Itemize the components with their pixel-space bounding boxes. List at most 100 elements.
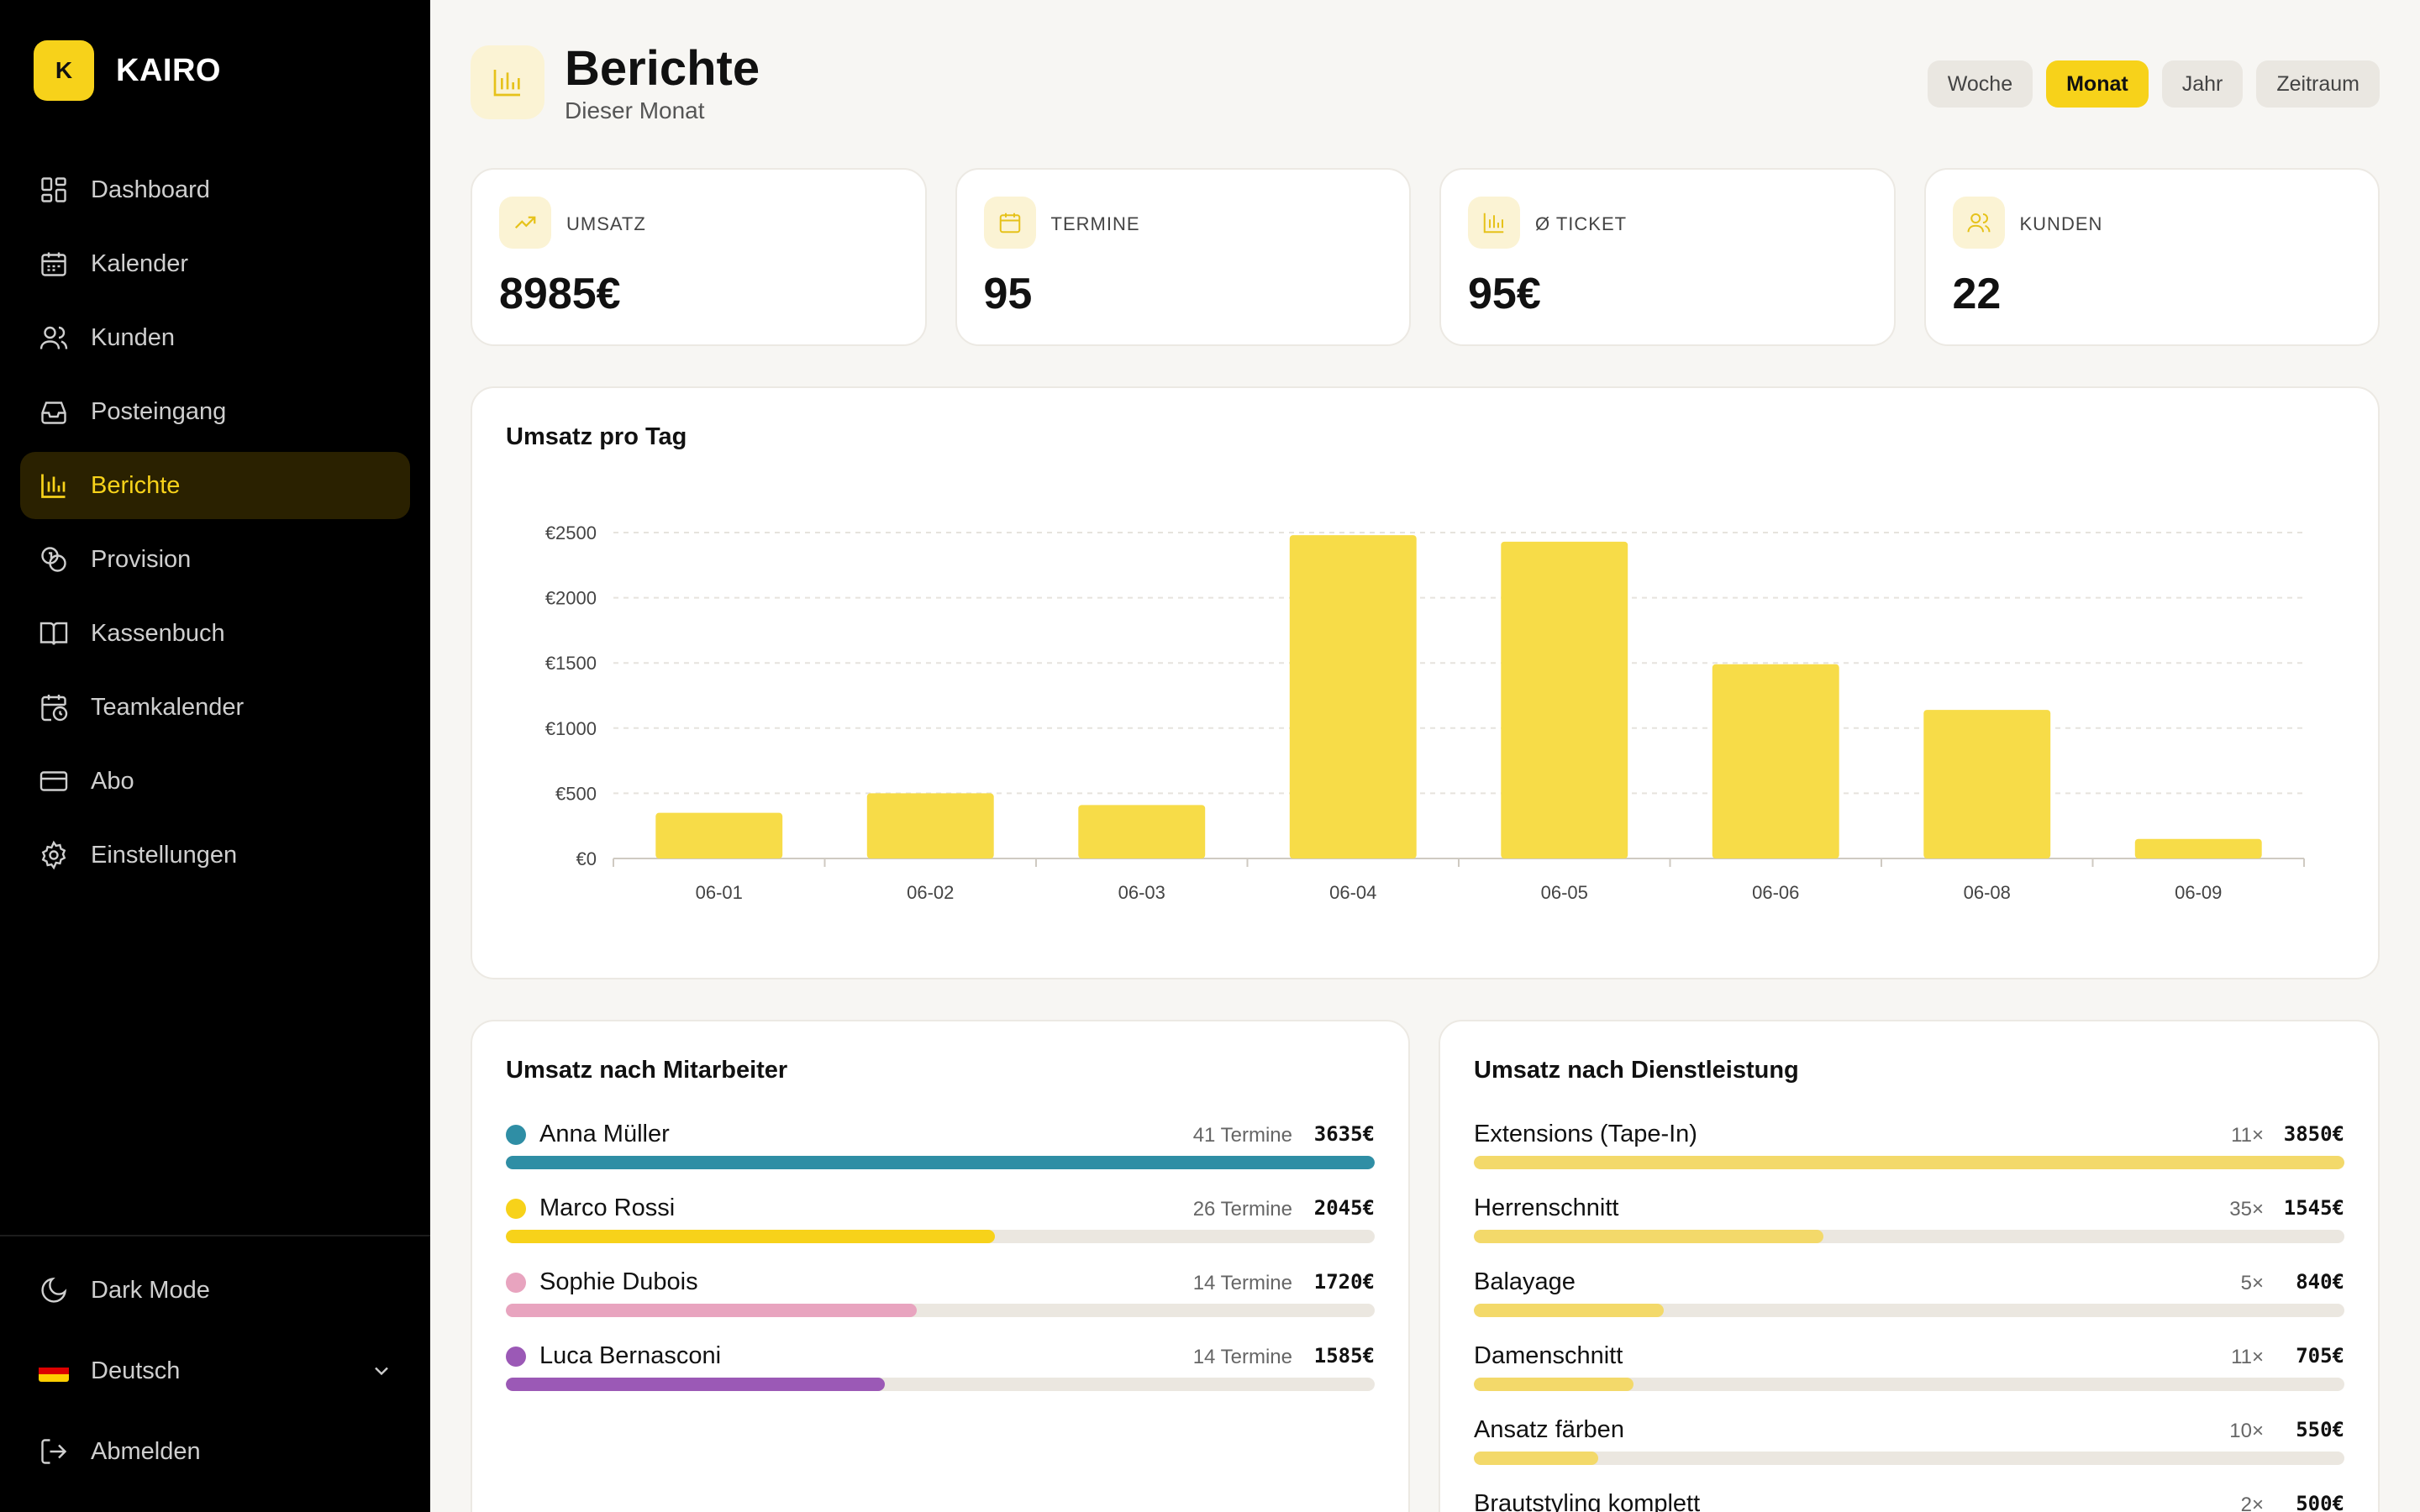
bar-chart-icon [493, 70, 520, 97]
brand-logo: K [34, 40, 94, 101]
y-tick-label: €500 [555, 783, 597, 804]
coins-icon [41, 547, 66, 572]
y-tick-label: €2000 [545, 588, 597, 609]
progress-fill [506, 1156, 1375, 1169]
y-tick-label: €0 [576, 848, 597, 869]
sidebar-item-kunden[interactable]: Kunden [20, 304, 410, 371]
stat-value: 95€ [1468, 270, 1541, 318]
language-select[interactable]: Deutsch [20, 1337, 410, 1404]
stat-label: Ø TICKET [1535, 213, 1628, 234]
service-count: 35× [2229, 1198, 2264, 1221]
progress-track [506, 1230, 1375, 1243]
service-count: 11× [2231, 1346, 2264, 1368]
employee-color-dot [506, 1124, 526, 1145]
revenue-by-employee-card: Umsatz nach Mitarbeiter Anna Müller 41 T… [471, 1020, 1410, 1512]
service-row[interactable]: Ansatz färben 10× 550€ [1474, 1413, 2344, 1487]
employee-name: Anna Müller [506, 1121, 670, 1148]
employee-row[interactable]: Marco Rossi 26 Termine 2045€ [506, 1191, 1375, 1265]
moon-icon [41, 1277, 67, 1303]
x-tick-label: 06-06 [1752, 882, 1799, 903]
sidebar-item-abo[interactable]: Abo [20, 748, 410, 815]
employee-color-dot [506, 1346, 526, 1367]
sidebar-item-einstellungen[interactable]: Einstellungen [20, 822, 410, 889]
service-name: Balayage [1474, 1268, 1576, 1295]
employee-appointments: 14 Termine [1192, 1346, 1292, 1368]
employee-name-label: Marco Rossi [539, 1194, 676, 1221]
sidebar-item-kassenbuch[interactable]: Kassenbuch [20, 600, 410, 667]
credit-card-icon [39, 771, 68, 791]
german-flag-icon [39, 1360, 69, 1382]
progress-track [1474, 1378, 2344, 1391]
progress-track [1474, 1230, 2344, 1243]
tab-zeitraum[interactable]: Zeitraum [2256, 60, 2380, 108]
brand[interactable]: K KAIRO [34, 40, 221, 101]
gear-icon [41, 840, 66, 870]
users-icon [39, 326, 68, 349]
language-label: Deutsch [91, 1357, 181, 1384]
calendar-icon [41, 252, 66, 276]
stat-label: TERMINE [1050, 213, 1140, 234]
sidebar-item-berichte[interactable]: Berichte [20, 452, 410, 519]
stat-label: KUNDEN [2019, 213, 2103, 234]
service-row[interactable]: Balayage 5× 840€ [1474, 1265, 2344, 1339]
sidebar: K KAIRO Dashboard Kalender Kunden Postei… [0, 0, 430, 1512]
service-revenue: 840€ [2296, 1270, 2344, 1294]
service-row[interactable]: Herrenschnitt 35× 1545€ [1474, 1191, 2344, 1265]
inbox-icon [41, 402, 66, 424]
progress-track [1474, 1452, 2344, 1465]
x-tick-label: 06-05 [1541, 882, 1588, 903]
bar [1501, 541, 1628, 858]
calendar-icon [983, 197, 1036, 249]
x-tick-label: 06-04 [1329, 882, 1376, 903]
tab-monat[interactable]: Monat [2046, 60, 2149, 108]
service-revenue: 550€ [2296, 1418, 2344, 1441]
bar [655, 812, 783, 858]
employee-row[interactable]: Luca Bernasconi 14 Termine 1585€ [506, 1339, 1375, 1413]
sidebar-item-kalender[interactable]: Kalender [20, 230, 410, 297]
page-title: Berichte [565, 41, 760, 96]
x-tick-label: 06-02 [907, 882, 954, 903]
bar [1078, 805, 1206, 858]
y-tick-label: €1500 [545, 653, 597, 674]
calendar-clock-icon [41, 695, 68, 722]
bar-chart-icon [1468, 197, 1520, 249]
sidebar-item-label: Provision [91, 545, 192, 573]
employee-row[interactable]: Anna Müller 41 Termine 3635€ [506, 1117, 1375, 1191]
sidebar-item-teamkalender[interactable]: Teamkalender [20, 674, 410, 741]
bar-chart-icon [41, 474, 66, 498]
employee-revenue: 1720€ [1313, 1270, 1375, 1294]
progress-track [506, 1378, 1375, 1391]
sidebar-item-dashboard[interactable]: Dashboard [20, 156, 410, 223]
x-tick-label: 06-08 [1964, 882, 2011, 903]
sidebar-item-label: Kunden [91, 323, 175, 351]
trending-up-icon [499, 197, 551, 249]
stat-value: 22 [1952, 270, 2002, 318]
service-row[interactable]: Damenschnitt 11× 705€ [1474, 1339, 2344, 1413]
employee-revenue: 1585€ [1313, 1344, 1375, 1368]
employee-name-label: Anna Müller [539, 1121, 670, 1147]
stat-cards: UMSATZ 8985€ TERMINE 95 Ø TICKET 95€ KUN… [471, 168, 2380, 346]
sidebar-footer: Dark Mode Deutsch Abmelden [20, 1257, 410, 1499]
progress-fill [1474, 1156, 2344, 1169]
y-tick-label: €2500 [545, 522, 597, 543]
progress-fill [506, 1304, 918, 1317]
tab-jahr[interactable]: Jahr [2161, 60, 2244, 108]
stat-card-kunden: KUNDEN 22 [1923, 168, 2380, 346]
x-tick-label: 06-09 [2175, 882, 2222, 903]
stat-value: 95 [983, 270, 1033, 318]
service-row[interactable]: Brautstyling komplett 2× 500€ [1474, 1487, 2344, 1512]
tab-woche[interactable]: Woche [1927, 60, 2033, 108]
progress-track [506, 1304, 1375, 1317]
employee-row[interactable]: Sophie Dubois 14 Termine 1720€ [506, 1265, 1375, 1339]
service-revenue: 1545€ [2283, 1196, 2344, 1220]
sidebar-item-provision[interactable]: Provision [20, 526, 410, 593]
stat-card-umsatz: UMSATZ 8985€ [471, 168, 927, 346]
sidebar-item-posteingang[interactable]: Posteingang [20, 378, 410, 445]
dark-mode-toggle[interactable]: Dark Mode [20, 1257, 410, 1324]
service-row[interactable]: Extensions (Tape-In) 11× 3850€ [1474, 1117, 2344, 1191]
stat-card-ticket: Ø TICKET 95€ [1439, 168, 1896, 346]
employee-card-title: Umsatz nach Mitarbeiter [506, 1057, 788, 1084]
logout-label: Abmelden [91, 1437, 201, 1465]
service-name: Extensions (Tape-In) [1474, 1121, 1697, 1147]
logout-button[interactable]: Abmelden [20, 1418, 410, 1485]
